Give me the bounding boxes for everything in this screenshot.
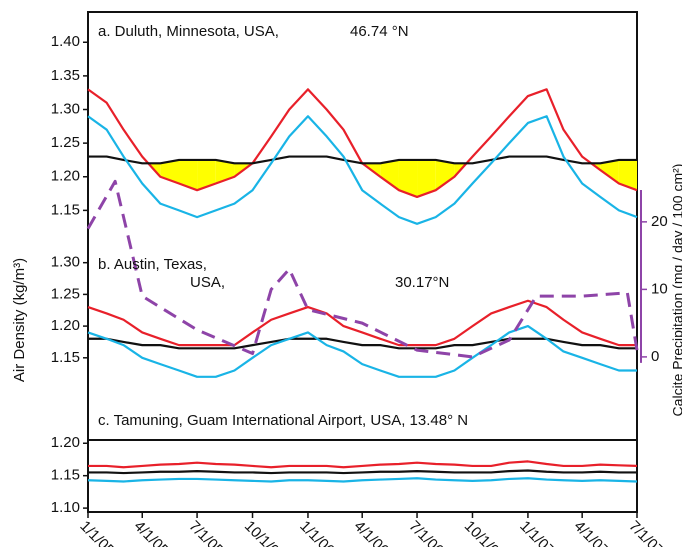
- series-line: [87, 324, 637, 378]
- y-axis-label: Air Density (kg/m³): [11, 258, 28, 382]
- y-tick-label: 1.15: [51, 467, 80, 484]
- x-tick-label: 1/1/07: [516, 518, 558, 547]
- fill-between: [398, 159, 418, 197]
- y-tick-label: 1.15: [51, 201, 80, 218]
- x-tick-label: 4/1/05: [131, 518, 173, 547]
- x-tick-label: 4/1/07: [571, 518, 613, 547]
- y-tick-label: 1.15: [51, 349, 80, 366]
- y2-tick-label: 10: [651, 280, 668, 297]
- panel-annotation: USA,: [190, 274, 225, 291]
- x-tick-label: 1/1/06: [296, 518, 338, 547]
- x-tick-label: 7/1/05: [185, 518, 227, 547]
- series-line: [88, 469, 637, 475]
- fill-between: [618, 159, 637, 191]
- y-tick-label: 1.20: [51, 434, 80, 451]
- series-line: [88, 460, 638, 469]
- fill-between: [417, 159, 436, 197]
- y2-tick-label: 0: [651, 348, 659, 365]
- series-line: [88, 155, 637, 165]
- y-tick-label: 1.20: [51, 317, 80, 334]
- x-tick-label: 10/1/05: [241, 518, 288, 547]
- y-tick-label: 1.30: [51, 254, 80, 271]
- y2-tick-label: 20: [651, 213, 668, 230]
- panel-title: b. Austin, Texas,: [98, 256, 207, 273]
- fill-between: [435, 159, 455, 191]
- y-tick-label: 1.10: [51, 499, 80, 516]
- y-tick-label: 1.25: [51, 134, 80, 151]
- y2-axis-label: Calcite Precipitation (mg / day / 100 cm…: [670, 164, 682, 417]
- x-tick-label: 1/1/05: [76, 518, 118, 547]
- y-tick-label: 1.30: [51, 100, 80, 117]
- series-line: [87, 299, 637, 347]
- panel-annotation: 46.74 °N: [350, 23, 409, 40]
- panel-annotation: 30.17°N: [395, 274, 449, 291]
- y-tick-label: 1.40: [51, 33, 80, 50]
- fill-between: [197, 159, 216, 191]
- x-tick-label: 7/1/06: [405, 518, 447, 547]
- x-tick-label: 7/1/07: [625, 518, 667, 547]
- fill-between: [600, 159, 619, 184]
- y-tick-label: 1.35: [51, 67, 80, 84]
- series-line: [86, 179, 639, 359]
- panel-title: c. Tamuning, Guam International Airport,…: [98, 412, 468, 429]
- x-tick-label: 4/1/06: [351, 518, 393, 547]
- series-line: [87, 115, 638, 225]
- series-line: [87, 88, 638, 199]
- y-tick-label: 1.25: [51, 285, 80, 302]
- fill-between: [380, 159, 399, 191]
- series-line: [87, 477, 638, 483]
- fill-between: [178, 159, 198, 191]
- x-tick-label: 10/1/06: [461, 518, 508, 547]
- panel-title: a. Duluth, Minnesota, USA,: [98, 23, 279, 40]
- y-tick-label: 1.20: [51, 168, 80, 185]
